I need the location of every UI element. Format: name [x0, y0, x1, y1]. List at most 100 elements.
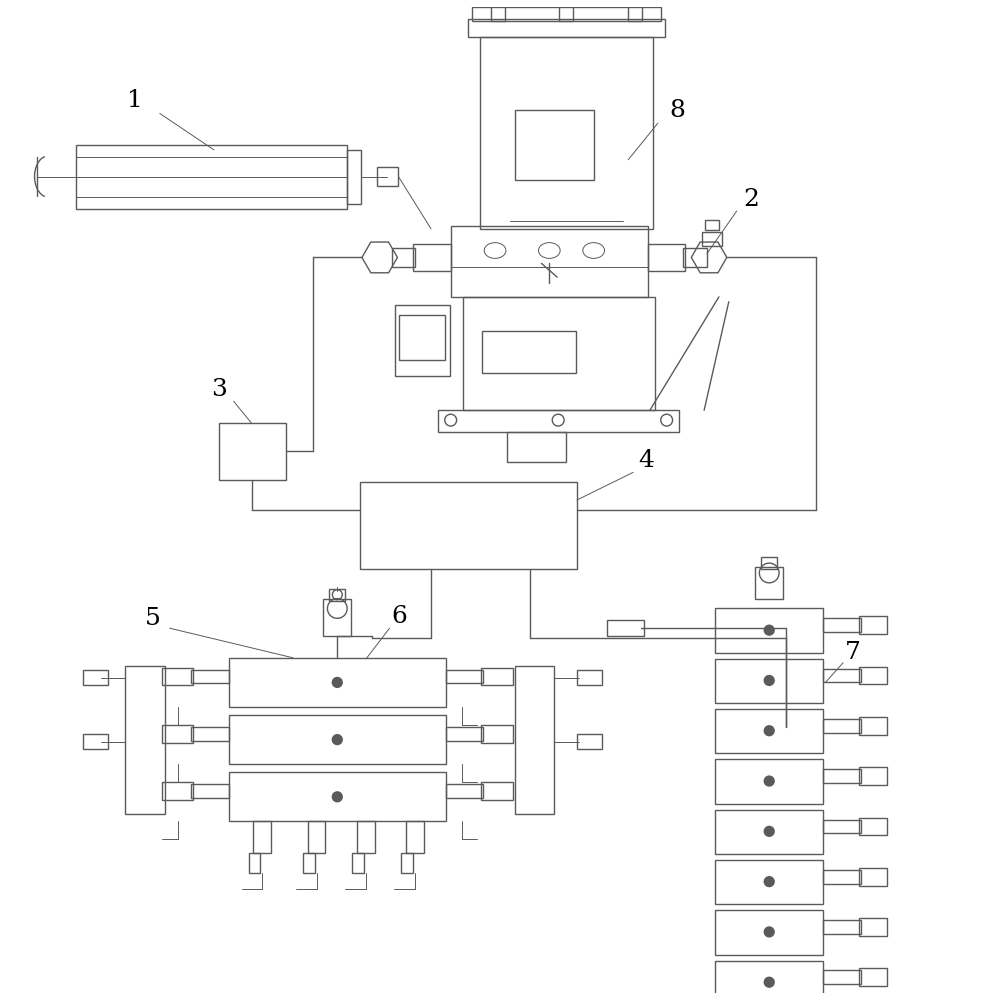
- Circle shape: [764, 927, 774, 937]
- Bar: [229, 715, 446, 764]
- Bar: [191, 670, 229, 683]
- Bar: [507, 432, 566, 462]
- Bar: [480, 37, 653, 229]
- Circle shape: [764, 977, 774, 987]
- Bar: [406, 821, 424, 853]
- Circle shape: [764, 826, 774, 836]
- Bar: [76, 145, 347, 209]
- Bar: [715, 860, 823, 904]
- Bar: [377, 167, 398, 186]
- Bar: [823, 769, 861, 783]
- Bar: [468, 19, 665, 37]
- Bar: [859, 667, 887, 684]
- Bar: [83, 734, 108, 749]
- Bar: [249, 853, 260, 873]
- Text: 6: 6: [391, 605, 407, 628]
- Bar: [715, 759, 823, 804]
- Text: 8: 8: [670, 99, 685, 122]
- Bar: [329, 589, 345, 601]
- Bar: [399, 315, 445, 360]
- Bar: [162, 668, 193, 685]
- Bar: [162, 725, 193, 743]
- Bar: [347, 150, 361, 204]
- Bar: [715, 709, 823, 753]
- Bar: [219, 423, 286, 480]
- Bar: [253, 821, 271, 853]
- Bar: [446, 670, 483, 683]
- Bar: [715, 961, 823, 1000]
- Bar: [308, 821, 325, 853]
- Bar: [481, 782, 513, 800]
- Bar: [577, 734, 602, 749]
- Bar: [451, 226, 648, 297]
- Bar: [715, 910, 823, 955]
- Bar: [472, 7, 661, 21]
- Bar: [352, 853, 364, 873]
- Bar: [229, 772, 446, 821]
- Text: 7: 7: [845, 641, 861, 664]
- Circle shape: [332, 735, 342, 745]
- Bar: [162, 782, 193, 800]
- Bar: [628, 5, 642, 21]
- Bar: [859, 918, 887, 936]
- Bar: [859, 767, 887, 785]
- Bar: [413, 244, 451, 271]
- Bar: [559, 5, 573, 21]
- Bar: [395, 305, 450, 376]
- Bar: [606, 620, 644, 636]
- Bar: [715, 659, 823, 703]
- Text: 3: 3: [211, 378, 227, 401]
- Bar: [360, 482, 577, 569]
- Bar: [683, 248, 707, 267]
- Circle shape: [764, 877, 774, 887]
- Bar: [357, 821, 375, 853]
- Bar: [648, 244, 685, 271]
- Bar: [401, 853, 413, 873]
- Bar: [823, 920, 861, 934]
- Bar: [859, 868, 887, 886]
- Bar: [515, 110, 594, 180]
- Text: 5: 5: [145, 607, 161, 630]
- Bar: [481, 668, 513, 685]
- Bar: [705, 220, 719, 230]
- Bar: [482, 331, 576, 373]
- Circle shape: [332, 792, 342, 802]
- Bar: [823, 719, 861, 733]
- Bar: [303, 853, 315, 873]
- Bar: [823, 970, 861, 984]
- Bar: [577, 670, 602, 685]
- Bar: [446, 784, 483, 798]
- Bar: [859, 968, 887, 986]
- Bar: [83, 670, 108, 685]
- Bar: [755, 567, 783, 599]
- Bar: [491, 5, 505, 21]
- Bar: [446, 727, 483, 741]
- Circle shape: [764, 676, 774, 685]
- Circle shape: [764, 726, 774, 736]
- Bar: [323, 599, 351, 636]
- Bar: [191, 784, 229, 798]
- Bar: [125, 666, 165, 814]
- Bar: [859, 616, 887, 634]
- Bar: [823, 669, 861, 682]
- Circle shape: [764, 776, 774, 786]
- Bar: [823, 618, 861, 632]
- Circle shape: [332, 678, 342, 687]
- Bar: [463, 297, 655, 410]
- Bar: [761, 557, 777, 569]
- Bar: [481, 725, 513, 743]
- Bar: [515, 666, 554, 814]
- Bar: [823, 870, 861, 884]
- Bar: [702, 232, 722, 246]
- Bar: [715, 608, 823, 653]
- Text: 2: 2: [744, 188, 759, 211]
- Bar: [191, 727, 229, 741]
- Bar: [392, 248, 415, 267]
- Bar: [438, 410, 679, 432]
- Text: 4: 4: [638, 449, 654, 472]
- Bar: [229, 658, 446, 707]
- Bar: [715, 810, 823, 854]
- Text: 1: 1: [127, 89, 143, 112]
- Bar: [859, 818, 887, 835]
- Circle shape: [764, 625, 774, 635]
